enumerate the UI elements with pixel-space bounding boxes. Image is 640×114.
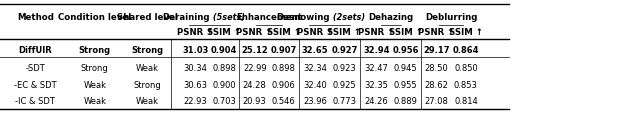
Text: 0.773: 0.773 [332,96,356,105]
Text: Deraining: Deraining [162,13,210,22]
Text: Deblurring: Deblurring [425,13,477,22]
Text: 0.864: 0.864 [452,45,479,54]
Text: 0.546: 0.546 [271,96,296,105]
Text: 20.93: 20.93 [243,96,267,105]
Text: 25.12: 25.12 [241,45,268,54]
Text: 0.703: 0.703 [212,96,236,105]
Text: Weak: Weak [83,96,106,105]
Text: DiffUIR: DiffUIR [19,45,52,54]
Text: PSNR ↑: PSNR ↑ [358,27,395,36]
Text: Shared level: Shared level [116,13,178,22]
Text: 0.853: 0.853 [454,80,478,89]
Text: 28.62: 28.62 [424,80,449,89]
Text: Dehazing: Dehazing [369,13,413,22]
Text: Strong: Strong [79,45,111,54]
Text: 0.907: 0.907 [270,45,297,54]
Text: Strong: Strong [133,80,161,89]
Text: (5sets): (5sets) [210,13,244,22]
Text: Desnowing: Desnowing [276,13,330,22]
Text: 28.50: 28.50 [424,63,449,72]
Text: -IC & SDT: -IC & SDT [15,96,55,105]
Text: 22.99: 22.99 [243,63,266,72]
Text: Method: Method [17,13,54,22]
Text: 0.898: 0.898 [271,63,296,72]
Text: 0.898: 0.898 [212,63,236,72]
Text: 32.40: 32.40 [303,80,327,89]
Text: Strong: Strong [81,63,109,72]
Text: 32.35: 32.35 [364,80,388,89]
Text: PSNR ↑: PSNR ↑ [296,27,333,36]
Text: 0.814: 0.814 [454,96,478,105]
Text: 0.900: 0.900 [212,80,236,89]
Text: 24.28: 24.28 [243,80,267,89]
Text: 32.34: 32.34 [303,63,327,72]
Text: SSIM ↑: SSIM ↑ [266,27,301,36]
Text: SSIM ↑: SSIM ↑ [388,27,423,36]
Text: Condition level: Condition level [58,13,131,22]
Text: 0.956: 0.956 [392,45,419,54]
Text: Enhancement: Enhancement [236,13,302,22]
Text: SSIM ↑: SSIM ↑ [207,27,241,36]
Text: (2sets): (2sets) [330,13,365,22]
Text: SSIM ↑: SSIM ↑ [327,27,362,36]
Text: 0.889: 0.889 [394,96,418,105]
Text: 27.08: 27.08 [424,96,449,105]
Text: 31.03: 31.03 [182,45,209,54]
Text: 32.94: 32.94 [363,45,390,54]
Text: 0.850: 0.850 [454,63,478,72]
Text: 24.26: 24.26 [364,96,388,105]
Text: 29.17: 29.17 [423,45,450,54]
Text: PSNR ↑: PSNR ↑ [177,27,214,36]
Text: SSIM ↑: SSIM ↑ [449,27,483,36]
Text: -SDT: -SDT [26,63,45,72]
Text: Weak: Weak [83,80,106,89]
Text: -EC & SDT: -EC & SDT [14,80,56,89]
Text: 23.96: 23.96 [303,96,327,105]
Text: 0.925: 0.925 [333,80,356,89]
Text: 30.34: 30.34 [183,63,207,72]
Text: 0.904: 0.904 [211,45,237,54]
Text: 30.63: 30.63 [183,80,207,89]
Text: 0.955: 0.955 [394,80,417,89]
Text: 32.65: 32.65 [301,45,328,54]
Text: Strong: Strong [131,45,163,54]
Text: Weak: Weak [136,63,159,72]
Text: PSNR ↑: PSNR ↑ [418,27,455,36]
Text: 22.93: 22.93 [183,96,207,105]
Text: 0.923: 0.923 [332,63,356,72]
Text: 32.47: 32.47 [364,63,388,72]
Text: 0.927: 0.927 [331,45,358,54]
Text: 0.906: 0.906 [271,80,296,89]
Text: Weak: Weak [136,96,159,105]
Text: 0.945: 0.945 [394,63,417,72]
Text: PSNR ↑: PSNR ↑ [236,27,273,36]
